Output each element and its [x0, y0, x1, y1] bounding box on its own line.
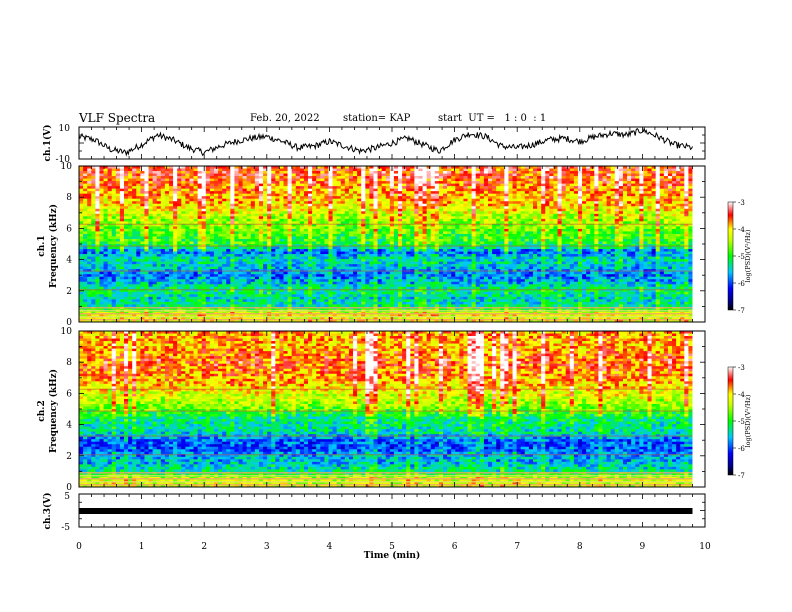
start-time-label: start UT = 1 : 0 : 1 [438, 113, 547, 124]
x-tick-label: 0 [76, 542, 82, 552]
ch2-spectrogram-ylabel: Frequency (kHz) [48, 369, 59, 453]
ch2-spectrogram-ytick-label: 10 [61, 327, 73, 337]
ch1-spectrogram-image [79, 166, 705, 323]
ch2-spectrogram-ytick-label: 0 [66, 483, 72, 493]
ch2-spectrogram-ytick-label: 2 [66, 452, 72, 462]
ch1-spectrogram-ylabel: Frequency (kHz) [48, 204, 59, 288]
ch2-spectrogram-colorbar-tick: -3 [738, 364, 745, 372]
ch2-spectrogram-colorbar-tick: -5 [738, 418, 745, 426]
band-line [79, 270, 693, 272]
station-label: station= KAP [343, 113, 411, 124]
x-tick-label: 6 [452, 542, 458, 552]
x-tick-label: 10 [699, 542, 711, 552]
ch2-spectrogram-panel [78, 330, 706, 488]
x-tick-label: 3 [264, 542, 270, 552]
lf-band-line [79, 478, 693, 480]
x-tick-label: 4 [327, 542, 333, 552]
ch1-colorbar [727, 201, 734, 311]
band-line [79, 245, 693, 247]
axis-ticks [78, 126, 706, 528]
ch1-spectrogram-ytick-label: 0 [66, 318, 72, 328]
lf-band-line [79, 313, 693, 315]
band-line [79, 388, 693, 390]
ch1-spectrogram-colorbar-tick: -6 [738, 280, 745, 288]
lf-band-line [79, 475, 693, 477]
ch2-colorbar [727, 366, 734, 476]
x-tick-label: 9 [640, 542, 646, 552]
ch3-ytick-label: 5 [64, 492, 70, 502]
x-tick-label: 2 [201, 542, 207, 552]
ch3-waveform-line [79, 508, 693, 514]
ch1-waveform-ylabel: ch.1(V) [42, 125, 53, 162]
ch1-spectrogram-colorbar-tick: -4 [738, 226, 745, 234]
ch2-spectrogram-image [79, 331, 705, 488]
ch1-spectrogram-colorbar-tick: -5 [738, 253, 745, 261]
ch2-spectrogram-colorbar-label: log(PSD)(V²/Hz) [744, 394, 752, 447]
ch1-spectrogram-colorbar-tick: -7 [738, 307, 745, 315]
ch1-spectrogram-ytick-label: 4 [66, 256, 72, 266]
date-label: Feb. 20, 2022 [250, 113, 320, 124]
ch2-spectrogram-colorbar-tick: -7 [738, 472, 745, 480]
lf-band-line [79, 310, 693, 312]
x-tick-label: 5 [389, 542, 395, 552]
lf-band-line [79, 307, 693, 309]
lf-band-line [79, 316, 693, 318]
ch1-spectrogram-ytick-label: 6 [66, 224, 72, 234]
ch1-spectrogram-colorbar-tick: -3 [738, 199, 745, 207]
ch1-spectrogram-ylabel: ch.1 [37, 235, 47, 256]
lf-band-line [79, 484, 693, 486]
ch2-spectrogram-ytick-label: 4 [66, 421, 72, 431]
ch1-spectrogram-colorbar-label: log(PSD)(V²/Hz) [744, 229, 752, 282]
x-tick-label: 7 [514, 542, 520, 552]
figure-title: VLF Spectra [79, 111, 156, 125]
band-line [79, 410, 693, 412]
x-axis-label: Time (min) [364, 550, 421, 561]
ch1-spectrogram-panel [78, 165, 706, 323]
x-tick-label: 8 [577, 542, 583, 552]
band-line [79, 454, 693, 456]
ch2-spectrogram-colorbar-tick: -6 [738, 445, 745, 453]
ch2-spectrogram-colorbar-tick: -4 [738, 391, 745, 399]
band-line [79, 289, 693, 291]
ch3-waveform-ylabel: ch.3(V) [42, 493, 53, 530]
ch1-ytick-label: 10 [59, 124, 71, 134]
band-line [79, 435, 693, 437]
ch2-spectrogram-ylabel: ch.2 [37, 400, 47, 421]
band-line [79, 223, 693, 225]
lf-band-line [79, 472, 693, 474]
ch1-spectrogram-ytick-label: 10 [61, 162, 73, 172]
ch2-spectrogram-ytick-label: 6 [66, 389, 72, 399]
x-tick-label: 1 [139, 542, 145, 552]
lf-band-line [79, 319, 693, 321]
ch3-ytick-label: -5 [61, 523, 70, 533]
ch1-spectrogram-ytick-label: 2 [66, 287, 72, 297]
ch1-ytick-label: -10 [56, 155, 71, 165]
ch1-spectrogram-ytick-label: 8 [66, 193, 72, 203]
ch2-spectrogram-ytick-label: 8 [66, 358, 72, 368]
ch1-waveform-line [78, 126, 693, 157]
lf-band-line [79, 481, 693, 483]
